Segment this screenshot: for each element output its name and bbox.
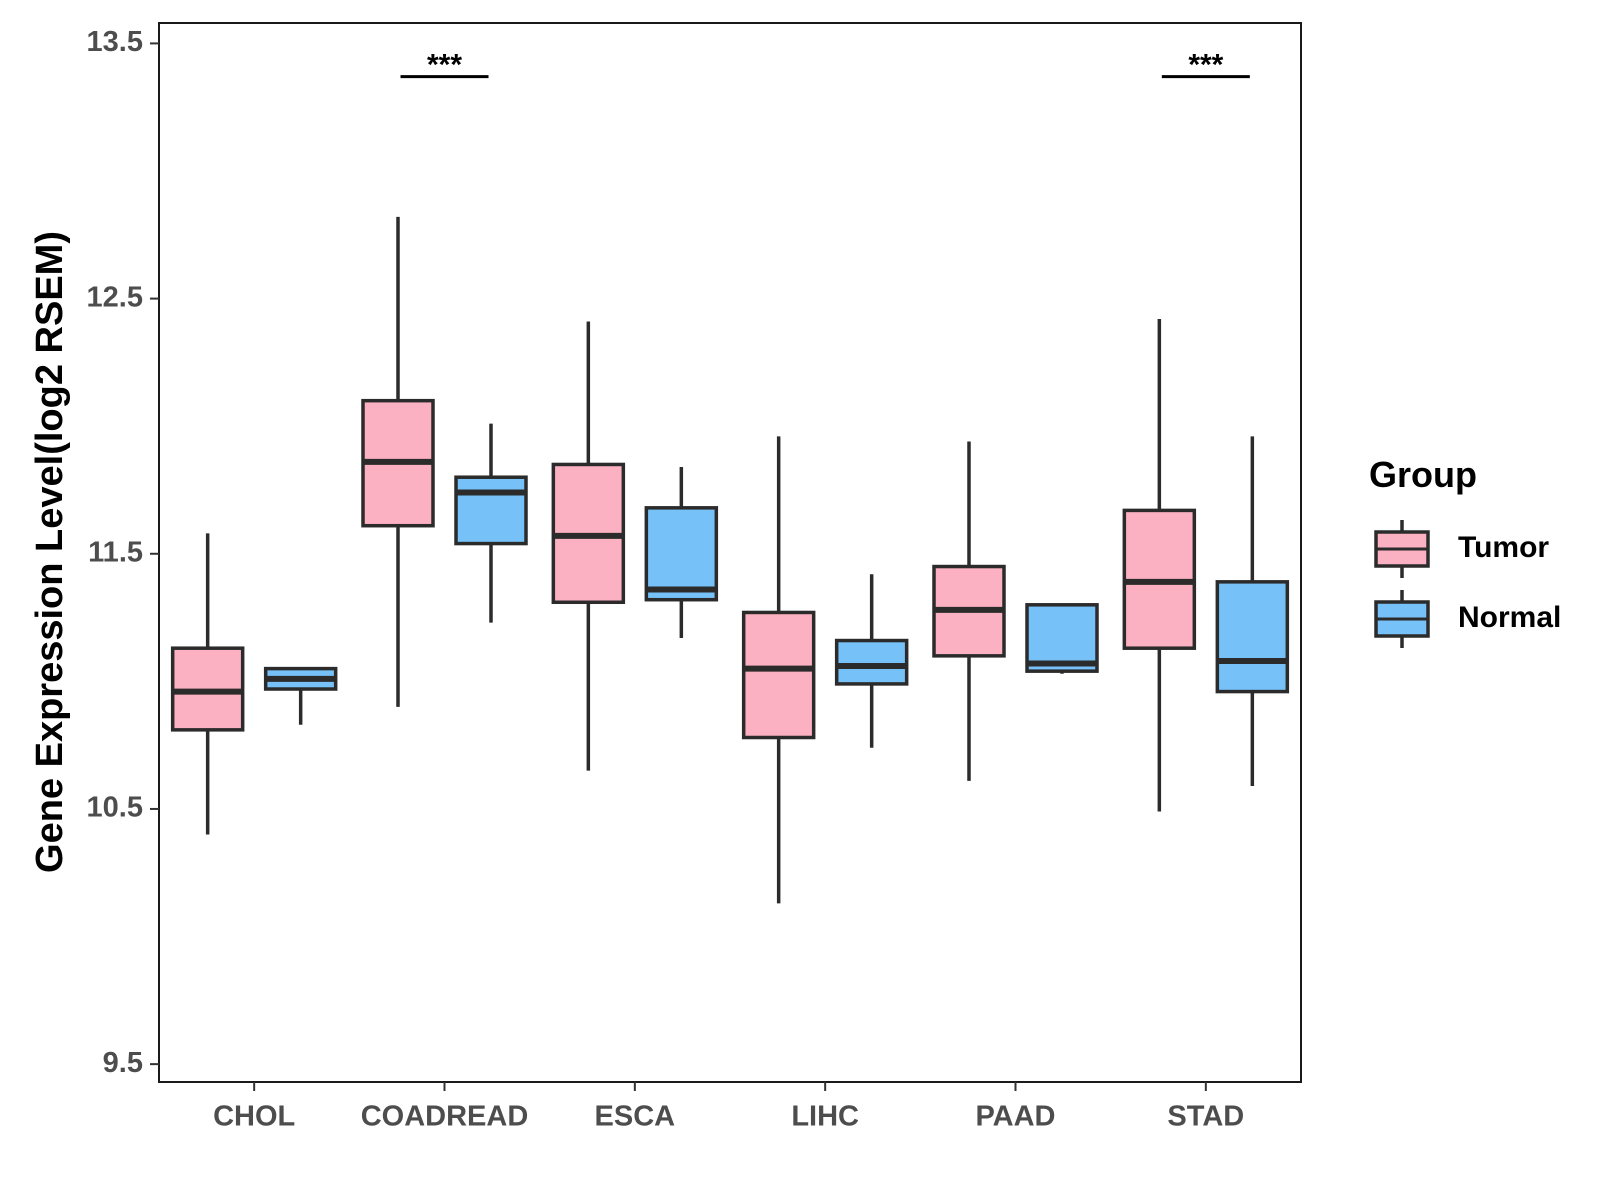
box-iqr <box>741 610 816 740</box>
box-tumor-esca <box>551 321 626 771</box>
significance-annotations: *** *** <box>400 49 1250 82</box>
legend: Group Tumor Normal <box>1369 454 1561 648</box>
significance-label-coadread: *** <box>427 49 462 82</box>
y-tick-label: 10.5 <box>87 792 143 824</box>
x-tick-label: PAAD <box>975 1101 1055 1133</box>
box-iqr <box>454 475 528 546</box>
significance-label-stad: *** <box>1188 49 1223 82</box>
x-tick-label: COADREAD <box>361 1101 529 1133</box>
box-iqr <box>1215 580 1290 694</box>
box-tumor-stad <box>1122 319 1197 812</box>
legend-entry-tumor: Tumor <box>1374 520 1549 578</box>
box-iqr <box>1025 603 1099 673</box>
legend-label-normal: Normal <box>1458 601 1561 634</box>
x-tick-label: LIHC <box>791 1101 859 1133</box>
boxes-layer <box>170 216 1290 904</box>
legend-entry-normal: Normal <box>1374 590 1561 648</box>
box-normal-coadread <box>454 423 528 623</box>
box-normal-chol <box>263 666 338 725</box>
y-tick-label: 12.5 <box>87 281 143 313</box>
box-tumor-lihc <box>741 436 816 904</box>
y-axis-title: Gene Expression Level(log2 RSEM) <box>29 231 71 873</box>
box-tumor-chol <box>170 533 245 835</box>
box-normal-lihc <box>834 574 909 748</box>
legend-label-tumor: Tumor <box>1458 531 1549 564</box>
legend-title: Group <box>1369 454 1477 495</box>
box-tumor-paad <box>932 441 1006 781</box>
box-normal-stad <box>1215 436 1290 786</box>
y-tick-label: 13.5 <box>87 26 143 58</box>
box-iqr <box>644 506 719 602</box>
box-normal-esca <box>644 467 719 638</box>
box-iqr <box>834 638 909 686</box>
x-tick-label: ESCA <box>595 1101 676 1133</box>
x-tick-label: CHOL <box>213 1101 295 1133</box>
x-axis: CHOL COADREAD ESCA LIHC PAAD STAD <box>213 1082 1244 1133</box>
box-normal-paad <box>1025 603 1099 674</box>
box-tumor-coadread <box>361 216 435 707</box>
plot-panel-border <box>158 22 1302 1083</box>
y-axis: 9.5 10.5 11.5 12.5 13.5 <box>87 26 159 1079</box>
y-tick-label: 11.5 <box>88 536 143 568</box>
x-tick-label: STAD <box>1167 1101 1244 1133</box>
y-tick-label: 9.5 <box>103 1047 143 1079</box>
